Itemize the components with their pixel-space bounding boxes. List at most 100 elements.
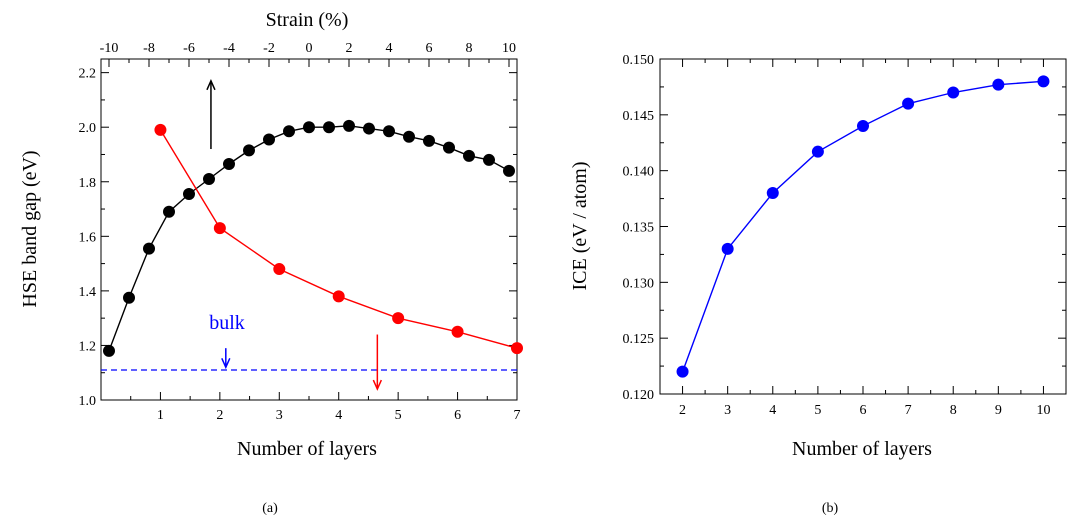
ice-data-point <box>947 86 960 99</box>
strain-data-point <box>283 125 295 138</box>
strain-data-point <box>183 188 195 201</box>
layers-data-point <box>332 290 345 303</box>
panel-b-ticks: 2 3 4 5 6 7 8 9 10 0.120 0.125 0.130 0.135 0.140 0.145… <box>623 53 1066 418</box>
x2-tick-label: -2 <box>263 41 275 56</box>
y-tick-label: 1.4 <box>79 285 97 300</box>
x-tick-label: 2 <box>216 408 223 423</box>
strain-data-point <box>263 133 275 146</box>
ice-data-point <box>857 120 869 132</box>
panel-b-x-axis-label: Number of layers <box>792 438 932 460</box>
strain-series-line <box>108 125 510 352</box>
layers-data-point <box>154 123 167 136</box>
x2-tick-label: -4 <box>223 41 235 56</box>
panel-a-plot-frame <box>100 58 518 401</box>
x2-tick-label: -10 <box>100 41 119 56</box>
ice-data-point <box>676 365 689 378</box>
y-tick-label: 0.150 <box>623 53 655 68</box>
ice-data-point <box>902 97 915 110</box>
x-tick-label: 1 <box>157 408 164 423</box>
strain-data-point <box>103 344 115 357</box>
strain-axis-arrow-head <box>206 78 216 91</box>
x2-tick-label: 4 <box>386 41 393 56</box>
ice-data-point <box>766 187 779 199</box>
y-tick-label: 0.120 <box>623 388 655 403</box>
x2-tick-label: 10 <box>502 41 516 56</box>
strain-data-point <box>423 134 435 147</box>
panel-a-top-axis-label: Strain (%) <box>266 9 349 31</box>
bulk-label: bulk <box>209 312 245 334</box>
x2-tick-label: 2 <box>346 41 353 56</box>
panel-a-x-axis-label: Number of layers <box>237 438 377 460</box>
y-tick-label: 1.0 <box>79 394 97 409</box>
strain-data-point <box>223 158 235 171</box>
panel-a-annotations <box>206 78 383 391</box>
x2-tick-label: 0 <box>306 41 313 56</box>
x-tick-label: 4 <box>769 403 776 418</box>
x2-tick-label: -6 <box>183 41 195 56</box>
layers-data-point <box>392 312 405 325</box>
x2-tick-label: 8 <box>466 41 473 56</box>
panel-a-series <box>103 119 523 357</box>
strain-data-point <box>483 153 495 166</box>
strain-data-point <box>443 141 455 154</box>
panel-b-chart: 2 3 4 5 6 7 8 9 10 0.120 0.125 0.130 0.135 0.140 0.145… <box>569 53 1067 516</box>
y-tick-label: 0.140 <box>623 165 655 180</box>
strain-data-point <box>403 130 415 143</box>
x-tick-label: 5 <box>814 403 821 418</box>
layers-data-point <box>213 222 226 235</box>
y-tick-label: 1.2 <box>79 339 97 354</box>
strain-data-point <box>383 125 395 138</box>
strain-data-point <box>363 122 375 135</box>
x-tick-label: 7 <box>514 408 521 423</box>
ice-data-point <box>811 145 824 158</box>
x-tick-label: 4 <box>335 408 342 423</box>
y-tick-label: 1.6 <box>79 230 97 245</box>
x-tick-label: 5 <box>395 408 402 423</box>
x-tick-label: 6 <box>454 408 461 423</box>
x-tick-label: 3 <box>276 408 283 423</box>
ice-data-point <box>721 242 734 255</box>
y-tick-label: 2.0 <box>79 121 97 136</box>
strain-data-point <box>243 144 255 157</box>
y-tick-label: 0.145 <box>623 109 655 124</box>
bulk-arrow-head <box>221 357 231 370</box>
x-tick-label: 2 <box>679 403 686 418</box>
y-tick-label: 2.2 <box>79 67 97 82</box>
panel-b-series <box>676 75 1050 378</box>
strain-data-point <box>203 173 215 186</box>
x-tick-label: 3 <box>724 403 731 418</box>
x-tick-label: 8 <box>950 403 957 418</box>
strain-data-point <box>163 205 175 218</box>
layers-data-point <box>451 325 464 338</box>
ice-data-point <box>1037 75 1050 88</box>
x2-tick-label: -8 <box>143 41 155 56</box>
y-tick-label: 1.8 <box>79 176 97 191</box>
panel-a-y-axis-label: HSE band gap (eV) <box>19 150 41 307</box>
panel-b-plot-frame <box>659 58 1067 395</box>
panel-a-chart: 1 2 3 4 5 6 7 -10 -8 -6 -4 -2 0 2 4 6 8 10 1.0 1.2 1.4 1.6 1.8… <box>19 9 523 516</box>
x-tick-label: 9 <box>995 403 1002 418</box>
panel-a-ticks: 1 2 3 4 5 6 7 -10 -8 -6 -4 -2 0 2 4 6 8 10 1.0 1.2 1.4 1.6 1.8… <box>79 41 521 423</box>
strain-data-point <box>463 149 475 162</box>
layers-axis-arrow-head <box>372 379 383 391</box>
strain-data-point <box>303 121 315 134</box>
layers-data-point <box>511 342 523 355</box>
panel-b-caption: (b) <box>822 501 839 516</box>
ice-data-point <box>992 78 1005 91</box>
strain-data-point <box>143 242 155 255</box>
strain-data-point <box>323 121 335 134</box>
y-tick-label: 0.130 <box>623 276 655 291</box>
x2-tick-label: 6 <box>426 41 433 56</box>
x-tick-label: 6 <box>860 403 867 418</box>
y-tick-label: 0.135 <box>623 221 655 236</box>
panel-b-y-axis-label: ICE (eV / atom) <box>569 161 591 290</box>
panel-a-caption: (a) <box>262 501 278 516</box>
x-tick-label: 10 <box>1036 403 1050 418</box>
strain-data-point <box>343 119 355 132</box>
strain-data-point <box>123 291 135 304</box>
x-tick-label: 7 <box>905 403 912 418</box>
strain-data-point <box>503 164 515 177</box>
y-tick-label: 0.125 <box>623 332 655 347</box>
layers-data-point <box>273 263 286 276</box>
